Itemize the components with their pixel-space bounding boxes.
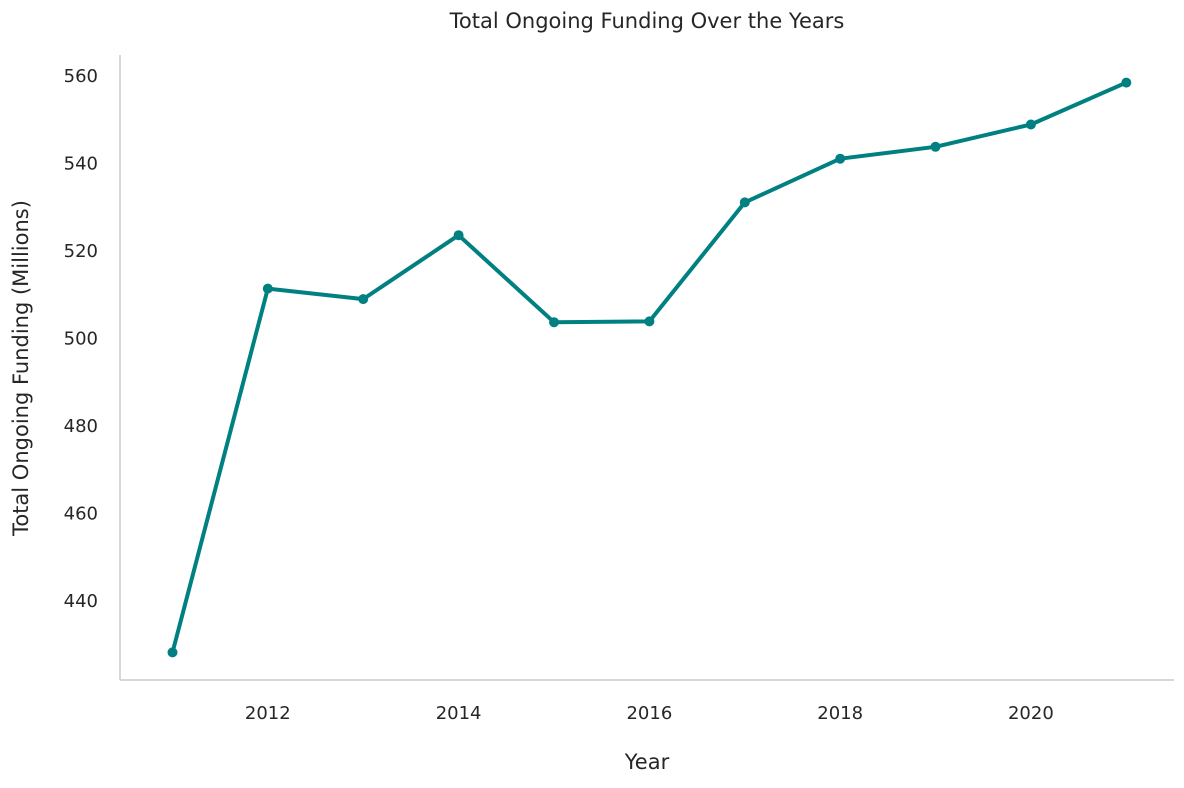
x-tick-label: 2014 xyxy=(436,703,482,724)
x-tick-label: 2016 xyxy=(626,703,672,724)
data-point xyxy=(644,316,655,327)
data-point xyxy=(739,197,750,208)
chart-title: Total Ongoing Funding Over the Years xyxy=(449,9,845,33)
data-point xyxy=(549,317,559,328)
y-axis-label: Total Ongoing Funding (Millions) xyxy=(9,200,33,537)
x-tick-labels: 2012 2014 2016 2018 2020 xyxy=(245,703,1054,724)
data-point xyxy=(930,141,941,152)
x-tick-label: 2018 xyxy=(817,703,863,724)
y-tick-label: 520 xyxy=(64,241,98,262)
data-point xyxy=(1121,77,1132,88)
data-point xyxy=(453,230,464,241)
x-axis-label: Year xyxy=(624,750,670,774)
y-tick-label: 560 xyxy=(64,66,98,87)
y-tick-label: 480 xyxy=(64,416,98,437)
x-tick-label: 2012 xyxy=(245,703,291,724)
axes xyxy=(119,55,1174,681)
data-point xyxy=(835,153,846,164)
y-tick-label: 500 xyxy=(64,329,98,350)
y-tick-label: 540 xyxy=(64,154,98,175)
y-tick-label: 460 xyxy=(64,504,98,525)
x-tick-label: 2020 xyxy=(1008,703,1054,724)
data-point xyxy=(167,647,178,658)
data-point xyxy=(262,283,273,294)
data-point xyxy=(1025,119,1036,130)
series-line xyxy=(170,80,1129,655)
series-layer xyxy=(167,77,1132,658)
data-point xyxy=(358,294,369,305)
y-tick-labels: 440 460 480 500 520 540 560 xyxy=(64,66,98,612)
y-tick-label: 440 xyxy=(64,591,98,612)
